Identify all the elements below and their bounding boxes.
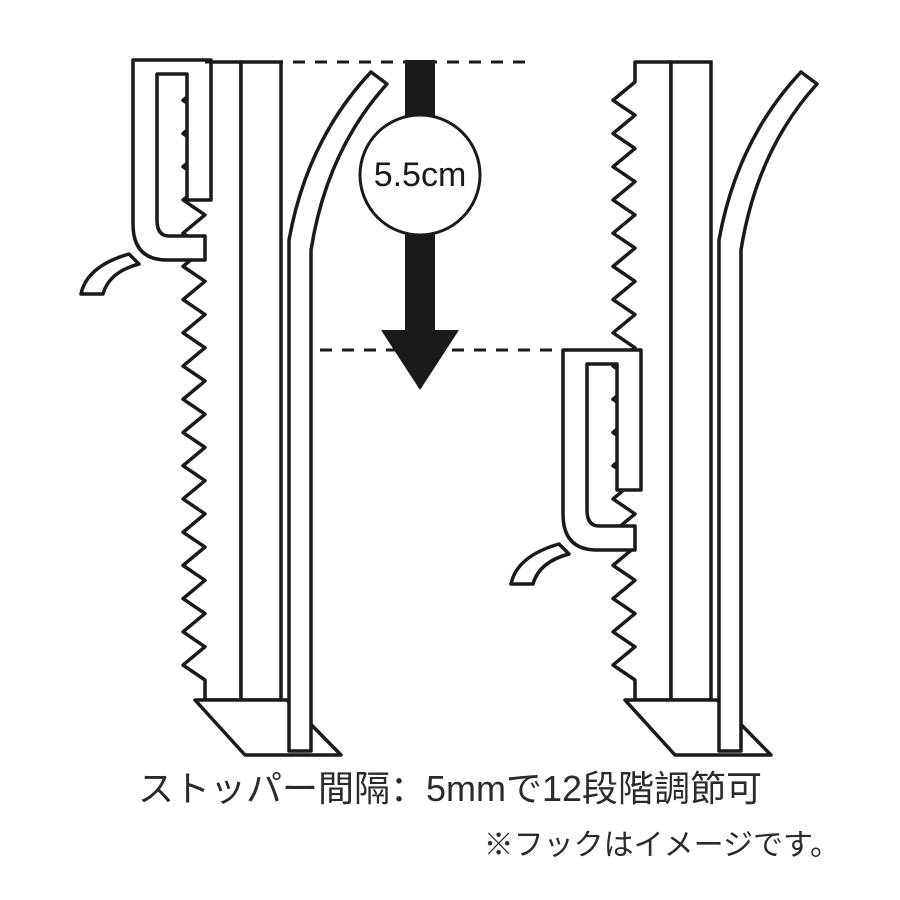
caption-main: ストッパー間隔：5mmで12段階調節可 xyxy=(0,760,900,812)
channel xyxy=(241,62,281,700)
caption-note: ※フックはイメージです。 xyxy=(484,820,840,864)
diagram-stage: 5.5cm ストッパー間隔：5mmで12段階調節可 ※フックはイメージです。 xyxy=(0,0,900,900)
hook-arm xyxy=(719,72,817,751)
foot xyxy=(625,700,771,755)
channel xyxy=(671,62,711,700)
foot xyxy=(195,700,341,755)
stopper-tab xyxy=(511,544,569,584)
hook-left xyxy=(81,60,387,755)
stopper-tab xyxy=(81,254,139,294)
range-label: 5.5cm xyxy=(374,156,467,194)
hook-right xyxy=(511,62,817,755)
